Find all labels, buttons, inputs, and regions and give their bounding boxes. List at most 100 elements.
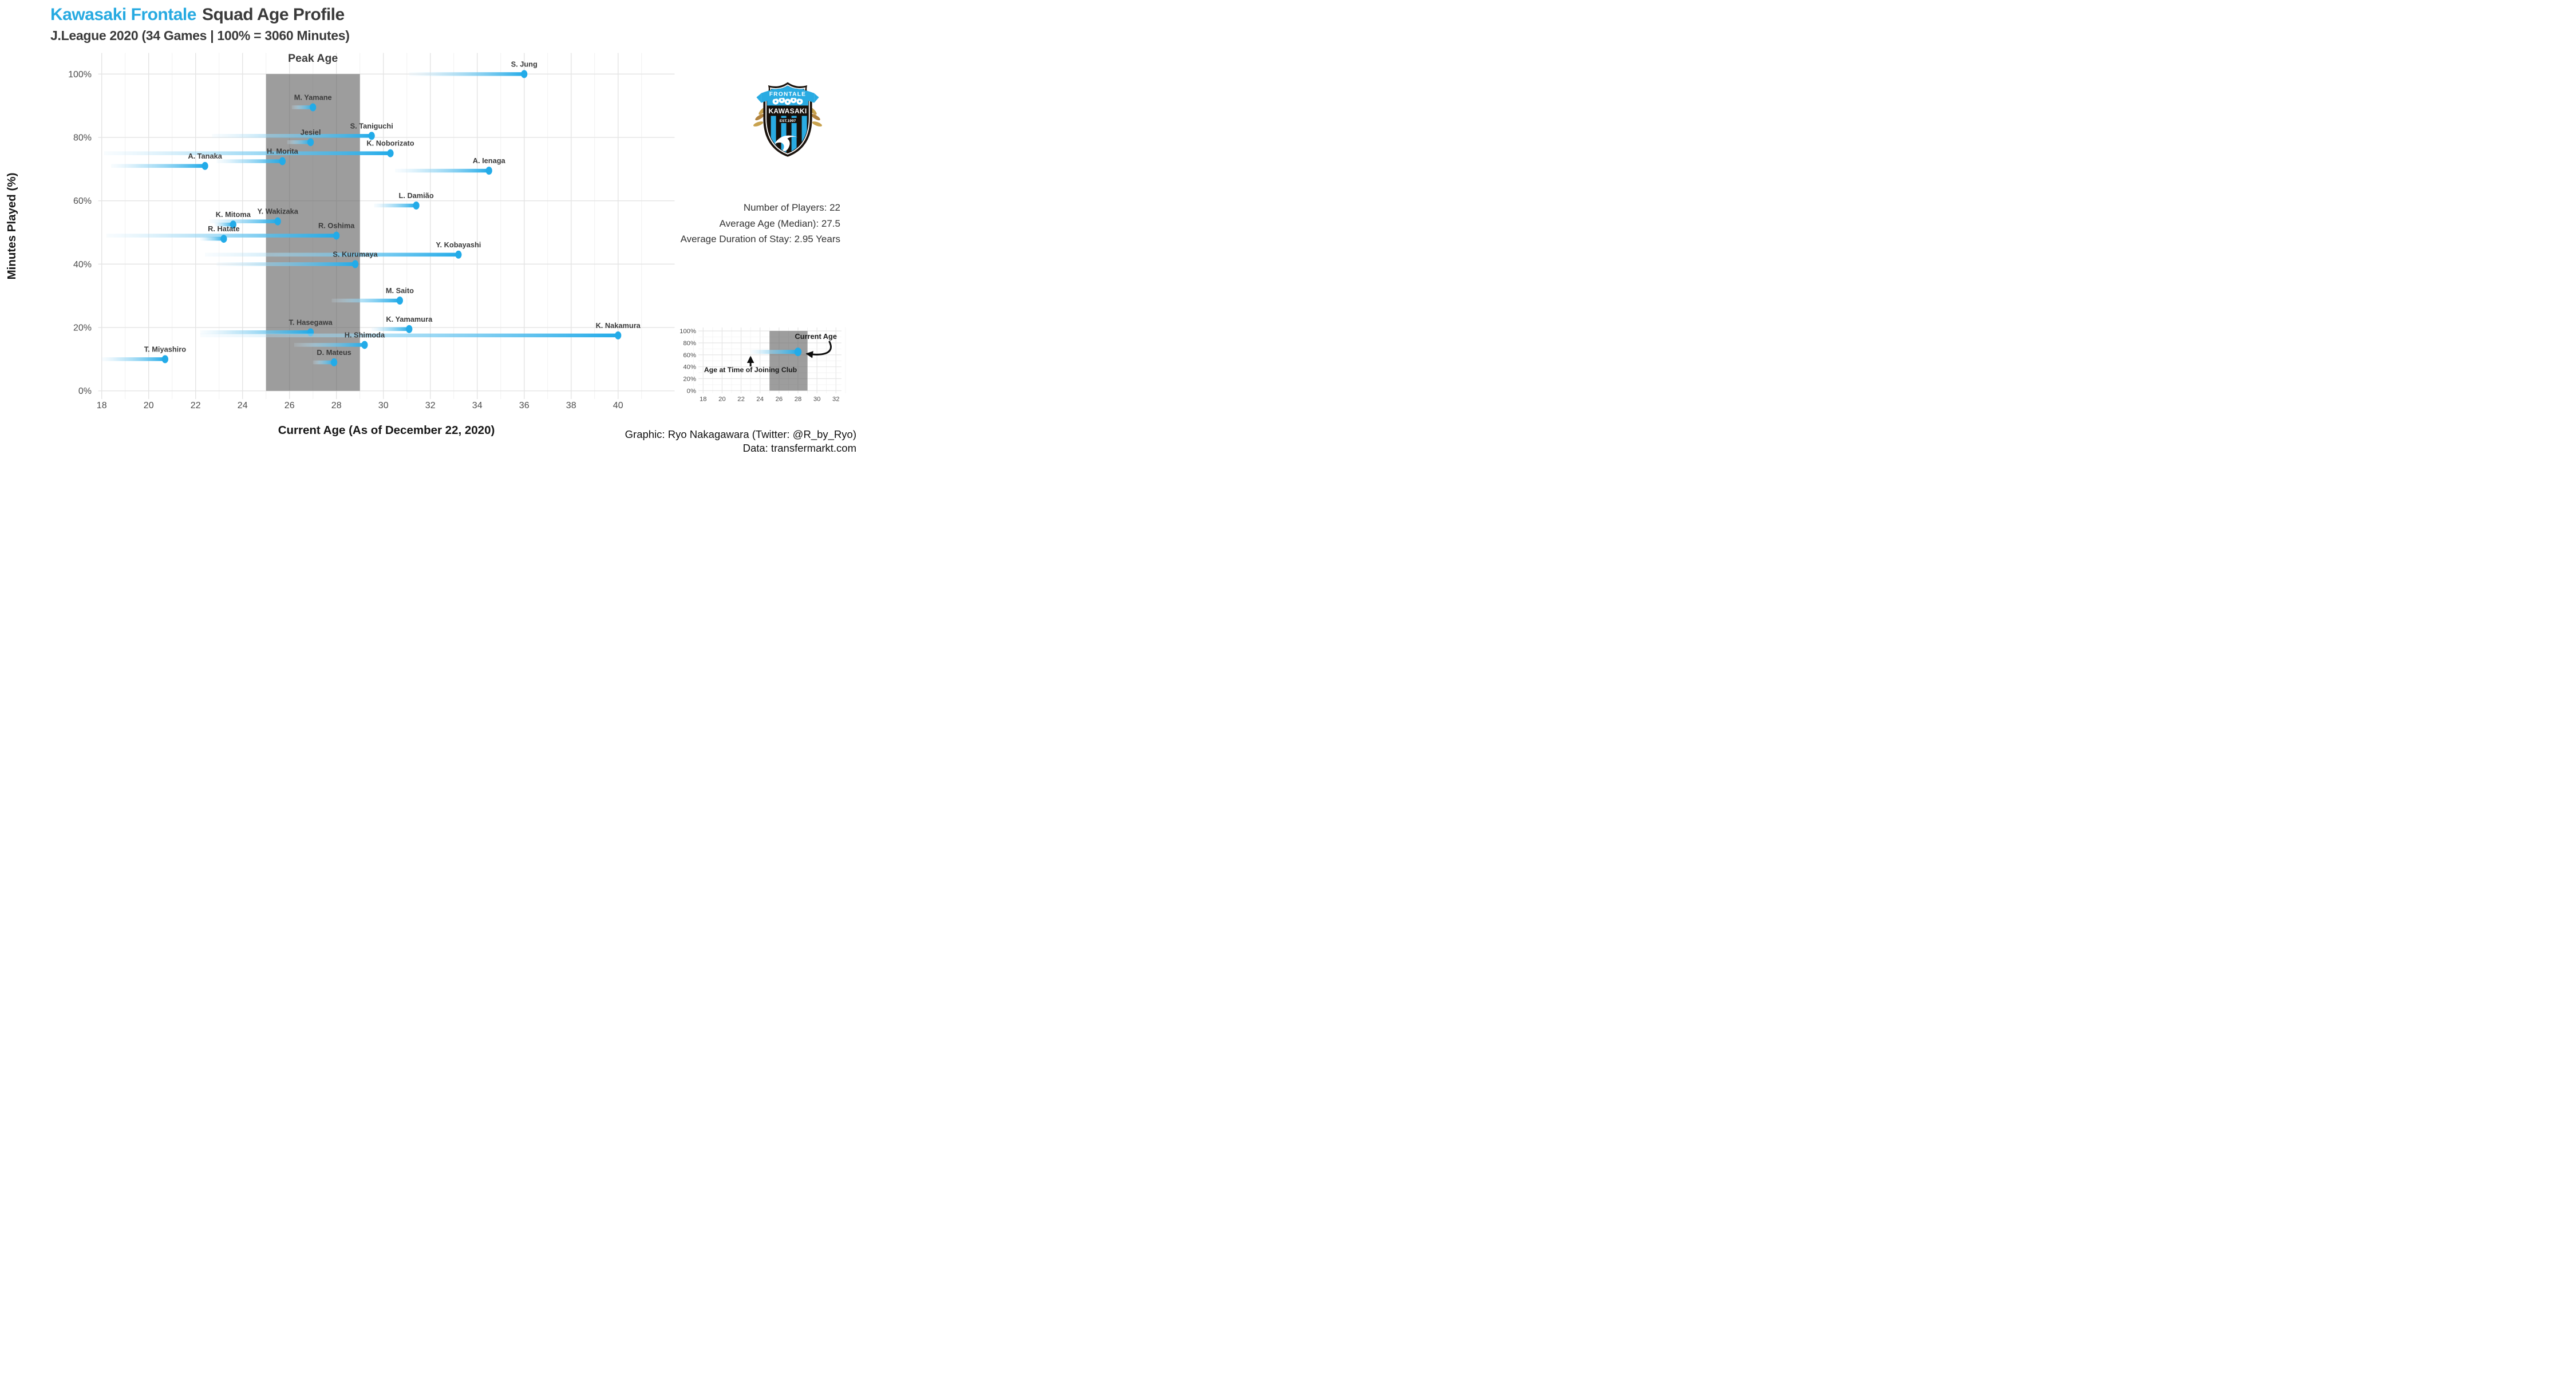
player: T. Miyashiro bbox=[101, 345, 186, 364]
page-title: Kawasaki Frontale Squad Age Profile bbox=[50, 6, 350, 24]
peak-age-band bbox=[266, 74, 360, 391]
credit-graphic: Graphic: Ryo Nakagawara (Twitter: @R_by_… bbox=[625, 428, 856, 440]
player-point bbox=[351, 260, 359, 269]
player: K. Mitoma bbox=[214, 210, 251, 229]
x-tick-label: 22 bbox=[191, 401, 201, 410]
player-label: S. Kurumaya bbox=[333, 250, 378, 258]
player: M. Yamane bbox=[291, 93, 332, 112]
player: Jesiel bbox=[287, 128, 321, 147]
est-band bbox=[777, 118, 798, 123]
player-label: M. Saito bbox=[386, 286, 414, 295]
player: K. Noborizato bbox=[104, 139, 414, 157]
x-tick-label: 32 bbox=[832, 396, 840, 403]
player-label: R. Hatate bbox=[208, 224, 239, 233]
player-point bbox=[279, 157, 286, 165]
y-tick-label: 80% bbox=[73, 133, 92, 143]
player: H. Morita bbox=[216, 147, 299, 165]
x-tick-label: 34 bbox=[472, 401, 483, 410]
player-point bbox=[615, 331, 622, 339]
page: Peak Age S. Jung M. Yamane S. Taniguchi Jesi… bbox=[0, 0, 859, 458]
player: S. Kurumaya bbox=[216, 250, 378, 269]
player-label: L. Damião bbox=[399, 191, 434, 200]
player: R. Hatate bbox=[200, 224, 240, 243]
y-tick-label: 60% bbox=[73, 196, 92, 206]
player-point bbox=[396, 297, 404, 305]
player: Y. Kobayashi bbox=[205, 240, 481, 259]
dolphin-icon bbox=[774, 135, 798, 152]
squad-summary: Number of Players: 22 Average Age (Media… bbox=[681, 200, 840, 247]
player-point bbox=[333, 231, 340, 240]
player-label: T. Hasegawa bbox=[289, 318, 333, 326]
x-tick-label: 38 bbox=[566, 401, 576, 410]
curved-arrow-icon bbox=[805, 341, 832, 358]
player-label: A. Ienaga bbox=[473, 156, 506, 165]
player-label: H. Shimoda bbox=[345, 330, 385, 339]
x-tick-label: 18 bbox=[700, 396, 707, 403]
main-chart: Peak Age S. Jung M. Yamane S. Taniguchi Jesi… bbox=[5, 52, 675, 437]
legend-chart: 18 20 22 24 26 28 30 32 0% 20% 40% 60% 80% 100% Curren… bbox=[679, 327, 846, 403]
x-tick-label: 18 bbox=[97, 401, 107, 410]
summary-duration: Average Duration of Stay: 2.95 Years bbox=[680, 234, 840, 244]
x-tick-label: 24 bbox=[756, 396, 764, 403]
player-label: K. Yamamura bbox=[386, 315, 433, 323]
player-point bbox=[331, 358, 338, 366]
player-label: Y. Wakizaka bbox=[258, 207, 299, 216]
title-club-name: Kawasaki Frontale bbox=[50, 5, 196, 24]
player-point bbox=[413, 202, 420, 210]
player-label: T. Miyashiro bbox=[144, 345, 186, 353]
x-tick-label: 26 bbox=[776, 396, 783, 403]
laurel-leaf bbox=[812, 121, 822, 127]
x-tick-label: 40 bbox=[613, 401, 623, 410]
hibiscus-flowers-icon bbox=[772, 97, 803, 105]
title-main: Squad Age Profile bbox=[202, 5, 345, 24]
player-point bbox=[521, 70, 528, 78]
y-axis-title: Minutes Played (%) bbox=[5, 173, 18, 280]
x-tick-label: 30 bbox=[813, 396, 821, 403]
peak-age-band bbox=[769, 331, 808, 391]
crest-est-text: EST.1997 bbox=[780, 119, 796, 123]
page-subtitle: J.League 2020 (34 Games | 100% = 3060 Mi… bbox=[50, 27, 350, 43]
player-label: K. Noborizato bbox=[366, 139, 414, 148]
y-tick-label: 60% bbox=[683, 352, 696, 359]
club-crest: KAWASAKI EST.1997 FRONTALE bbox=[752, 76, 824, 163]
player-point bbox=[406, 325, 413, 333]
player-label: A. Tanaka bbox=[188, 152, 222, 160]
player: L. Damião bbox=[374, 191, 434, 210]
crest-banner-text: FRONTALE bbox=[769, 92, 806, 98]
player-point bbox=[310, 103, 317, 112]
x-tick-label: 30 bbox=[378, 401, 389, 410]
player: A. Tanaka bbox=[111, 152, 223, 170]
player: K. Nakamura bbox=[200, 321, 641, 339]
club-crest-icon: KAWASAKI EST.1997 FRONTALE bbox=[753, 82, 822, 157]
player: Y. Wakizaka bbox=[210, 207, 299, 226]
summary-players: Number of Players: 22 bbox=[743, 202, 840, 213]
y-tick-label: 0% bbox=[78, 386, 92, 396]
player: H. Shimoda bbox=[294, 330, 385, 349]
player-point bbox=[455, 250, 462, 259]
credit-data-source: Data: transfermarkt.com bbox=[742, 441, 856, 454]
player-point bbox=[307, 138, 314, 147]
y-tick-label: 40% bbox=[73, 260, 92, 270]
summary-average-age: Average Age (Median): 27.5 bbox=[719, 218, 840, 229]
player-label: H. Morita bbox=[267, 147, 299, 156]
y-tick-label: 0% bbox=[687, 388, 696, 394]
player-point bbox=[274, 217, 281, 226]
player-label: S. Taniguchi bbox=[350, 121, 393, 130]
y-tick-label: 40% bbox=[683, 364, 696, 371]
y-tick-label: 80% bbox=[683, 340, 696, 347]
crest-club-text: KAWASAKI bbox=[768, 107, 807, 115]
y-tick-label: 100% bbox=[68, 70, 92, 80]
x-tick-label: 20 bbox=[718, 396, 726, 403]
player: K. Yamamura bbox=[372, 315, 433, 333]
y-tick-label: 20% bbox=[683, 376, 696, 382]
x-axis-title: Current Age (As of December 22, 2020) bbox=[278, 424, 495, 437]
laurel-leaf bbox=[753, 121, 764, 127]
player-point bbox=[220, 235, 227, 243]
x-tick-label: 26 bbox=[285, 401, 295, 410]
laurel-leaf bbox=[755, 114, 764, 121]
player-label: K. Mitoma bbox=[216, 210, 251, 219]
player-point bbox=[202, 161, 208, 170]
player-label: S. Jung bbox=[511, 60, 538, 68]
x-tick-label: 28 bbox=[795, 396, 802, 403]
player-point bbox=[230, 220, 236, 229]
